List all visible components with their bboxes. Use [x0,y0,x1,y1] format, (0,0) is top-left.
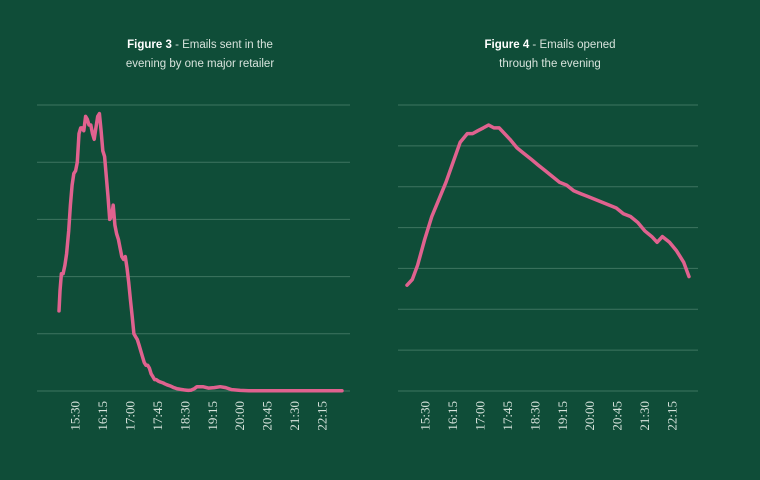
series-line [57,111,344,393]
x-tick-label: 19:15 [205,401,220,431]
chart-4: 15:30 16:15 17:00 17:45 18:30 19:15 20:00 20:45… [398,104,698,431]
x-tick-label: 17:45 [500,401,515,431]
x-tick-label: 16:15 [95,401,110,431]
x-tick-label: 17:45 [150,401,165,431]
figure-4-title-rest-2: through the evening [499,58,601,70]
figure-3-label: Figure 3 [127,39,172,51]
x-tick-label: 15:30 [68,401,83,431]
figure-3-title-rest-1: - Emails sent in the [171,39,273,51]
x-tick-label: 19:15 [555,401,570,431]
figure-4-title: Figure 4 - Emails opened through the eve… [430,36,670,74]
figure-3-title-rest-2: evening by one major retailer [125,58,275,70]
x-tick-label: 20:00 [232,401,247,431]
x-tick-label: 20:45 [260,401,275,431]
x-tick-label: 21:30 [287,401,302,431]
x-tick-label: 17:00 [472,401,487,431]
series-line [405,123,691,287]
figure-3-title: Figure 3 - Emails sent in the evening by… [80,36,320,74]
x-tick-label: 22:15 [665,401,680,431]
x-tick-label: 20:00 [582,401,597,431]
figure-4-label: Figure 4 [484,39,530,51]
x-tick-label: 18:30 [527,401,542,431]
x-tick-label: 16:15 [445,401,460,431]
x-tick-label: 20:45 [610,401,625,431]
figure-4-title-rest-1: - Emails opened [529,39,616,51]
x-tick-label: 18:30 [177,401,192,431]
x-tick-label: 22:15 [315,401,330,431]
x-tick-label: 21:30 [637,401,652,431]
chart-3: 15:30 16:15 17:00 17:45 18:30 19:15 20:00 20:45… [37,104,350,431]
x-tick-label: 15:30 [418,401,433,431]
x-tick-label: 17:00 [122,401,137,431]
